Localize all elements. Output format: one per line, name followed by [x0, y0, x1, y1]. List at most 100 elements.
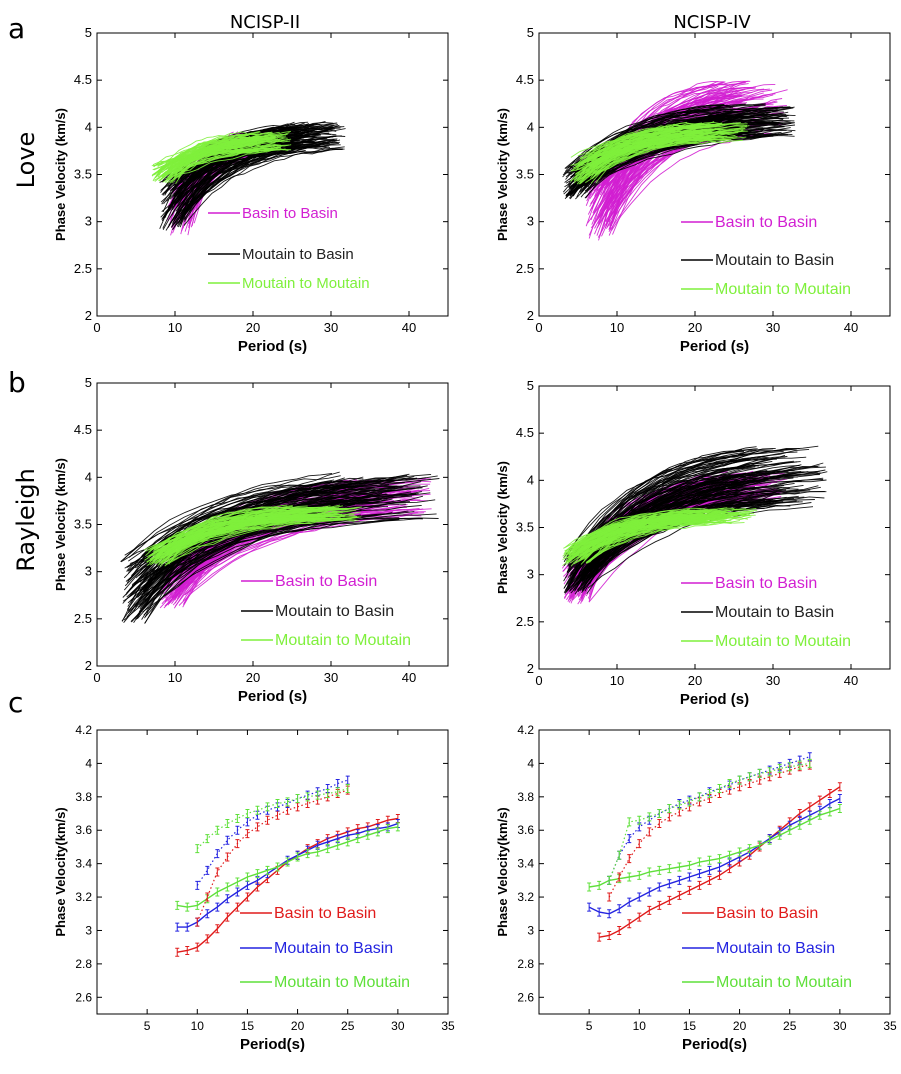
error-bar	[687, 860, 692, 870]
y-tick-label: 3.4	[517, 857, 534, 871]
series-line	[196, 789, 348, 923]
error-bar	[235, 877, 240, 887]
error-bar	[707, 855, 712, 865]
plot-area	[587, 752, 842, 942]
error-bar	[657, 809, 662, 819]
y-tick-label: 5	[85, 375, 92, 390]
error-bar	[667, 895, 672, 905]
legend-label: Moutain to Basin	[715, 604, 834, 621]
error-bar	[807, 802, 812, 812]
error-bar	[235, 887, 240, 897]
dispersion-curve	[588, 81, 724, 239]
axes-frame	[96, 32, 449, 317]
y-tick-label: 4.5	[516, 425, 534, 440]
series-line	[588, 797, 841, 915]
x-axis-label: Period (s)	[238, 338, 307, 355]
error-bar	[195, 917, 200, 927]
error-bar	[225, 819, 230, 829]
error-bar	[807, 758, 812, 768]
error-bar	[255, 822, 260, 832]
error-bar	[335, 840, 340, 850]
error-bar	[717, 854, 722, 864]
error-bar	[275, 810, 280, 820]
y-tick-label: 2	[527, 308, 534, 323]
error-bar	[627, 834, 632, 844]
legend-label: Moutain to Basin	[716, 940, 835, 957]
y-tick-label: 5	[527, 378, 534, 393]
error-bar	[245, 872, 250, 882]
error-bar	[235, 825, 240, 835]
dispersion-curve	[153, 506, 288, 561]
error-bar	[837, 782, 842, 792]
y-tick-label: 3.2	[517, 890, 534, 904]
y-tick-label: 4	[85, 756, 92, 770]
error-bar	[235, 814, 240, 824]
error-bar	[385, 824, 390, 834]
x-tick-label: 40	[844, 673, 858, 688]
error-bar	[777, 763, 782, 773]
dispersion-curve	[176, 149, 245, 171]
error-bar	[617, 850, 622, 860]
dispersion-curve	[584, 137, 703, 159]
y-tick-label: 2.6	[517, 990, 534, 1004]
dispersion-curve	[577, 130, 704, 165]
dispersion-curve	[594, 123, 701, 160]
error-bar	[667, 804, 672, 814]
x-tick-label: 20	[688, 673, 702, 688]
x-tick-label: 10	[610, 320, 624, 335]
error-bar	[345, 837, 350, 847]
x-tick-label: 5	[586, 1019, 593, 1033]
x-tick-label: 25	[783, 1019, 797, 1033]
error-bar	[697, 792, 702, 802]
error-bar	[707, 788, 712, 798]
x-tick-label: 40	[844, 320, 858, 335]
y-tick-label: 3	[85, 564, 92, 579]
error-bar	[315, 790, 320, 800]
dispersion-curve	[568, 445, 819, 568]
dispersion-curve	[166, 148, 285, 184]
error-bar	[647, 887, 652, 897]
error-bar	[355, 834, 360, 844]
dispersion-curve	[583, 516, 748, 546]
y-tick-label: 3	[85, 923, 92, 937]
series-moutain-to-moutain-love	[607, 758, 812, 885]
error-bar	[677, 800, 682, 810]
chart-a-left: 2 2.5 3 3.5 4 4.5 5 0 10 20 30 40 Period (s) Phase Ve…	[53, 25, 449, 355]
y-tick-label: 3	[527, 923, 534, 937]
error-bar	[215, 902, 220, 912]
plot-area	[151, 120, 346, 236]
legend-label: Basin to Basin	[274, 905, 376, 922]
error-bar	[647, 867, 652, 877]
dispersion-curve	[585, 514, 750, 548]
x-tick-label: 30	[324, 320, 338, 335]
error-bar	[657, 882, 662, 892]
series-line	[196, 787, 348, 850]
error-bar	[185, 946, 190, 956]
error-bar	[215, 867, 220, 877]
dispersion-curve	[564, 516, 698, 554]
dispersion-curve	[571, 107, 734, 169]
error-bar	[607, 909, 612, 919]
error-bar	[677, 862, 682, 872]
x-tick-label: 30	[766, 673, 780, 688]
error-bar	[617, 904, 622, 914]
error-bar	[205, 865, 210, 875]
error-bar	[275, 799, 280, 809]
dispersion-curve	[156, 131, 248, 176]
dispersion-curve	[168, 506, 287, 565]
axes-frame	[538, 385, 891, 670]
y-tick-label: 3.5	[74, 517, 92, 532]
error-bar	[837, 804, 842, 814]
y-tick-label: 3.8	[75, 790, 92, 804]
error-bar	[667, 879, 672, 889]
error-bar	[647, 827, 652, 837]
x-tick-label: 10	[191, 1019, 205, 1033]
legend-label: Basin to Basin	[275, 573, 377, 590]
error-bar	[627, 919, 632, 929]
y-tick-label: 2	[85, 308, 92, 323]
column-title-ncisp-iv: NCISP-IV	[673, 12, 751, 33]
x-tick-label: 30	[391, 1019, 405, 1033]
error-bar	[395, 822, 400, 832]
y-tick-label: 2.8	[517, 957, 534, 971]
error-bar	[737, 775, 742, 785]
